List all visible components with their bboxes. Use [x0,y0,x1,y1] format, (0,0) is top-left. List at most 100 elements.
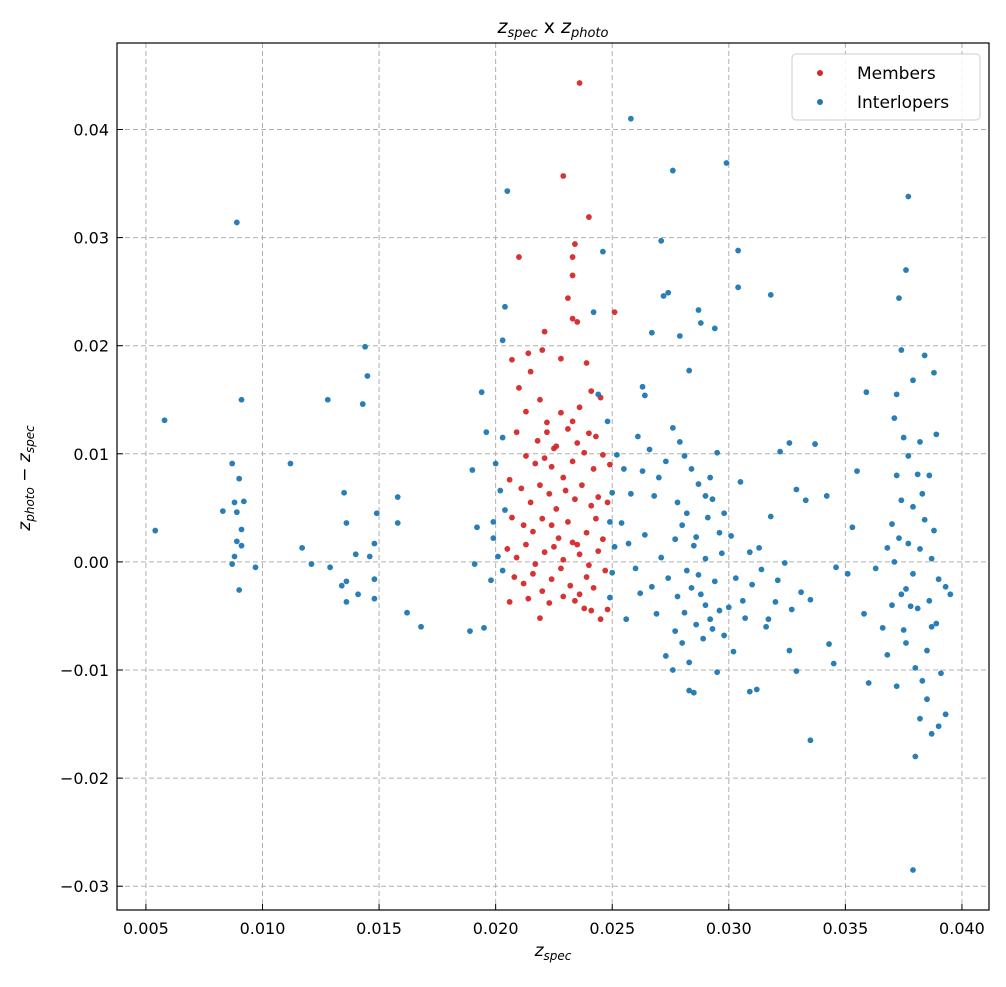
point-members [583,529,590,536]
point-interlopers [905,193,912,200]
point-interlopers [499,567,506,574]
point-interlopers [917,546,923,552]
point-interlopers [893,391,900,398]
point-members [511,574,518,580]
point-interlopers [599,248,606,255]
point-interlopers [418,623,424,630]
point-interlopers [746,549,753,556]
point-interlopers [772,599,779,605]
point-interlopers [718,550,725,557]
point-interlopers [634,433,641,440]
point-interlopers [362,343,368,350]
point-interlopers [823,493,830,499]
point-interlopers [238,526,245,533]
point-interlopers [711,578,718,585]
point-interlopers [756,544,763,551]
point-interlopers [893,472,900,479]
point-interlopers [240,498,247,505]
point-interlopers [648,329,655,336]
y-tick-label: 0.03 [73,229,109,248]
point-interlopers [938,670,944,677]
point-members [553,506,560,512]
point-interlopers [739,597,746,604]
point-interlopers [898,591,905,598]
point-interlopers [695,307,702,313]
point-interlopers [935,723,942,730]
point-interlopers [497,487,504,494]
point-members [565,426,571,432]
point-interlopers [926,472,933,479]
point-interlopers [499,337,506,344]
point-interlopers [611,543,618,550]
point-interlopers [371,576,378,583]
point-interlopers [359,401,366,407]
point-interlopers [665,289,672,296]
point-interlopers [924,647,930,654]
point-members [576,80,583,86]
point-interlopers [830,660,837,667]
point-interlopers [693,621,700,628]
point-interlopers [914,605,921,612]
point-interlopers [917,439,923,445]
point-members [544,419,550,426]
point-interlopers [707,474,714,481]
point-members [611,309,618,316]
point-members [567,582,574,589]
point-interlopers [623,616,630,623]
point-members [569,458,576,465]
point-interlopers [669,167,676,174]
point-members [525,595,532,602]
point-interlopers [812,441,818,447]
plot-frame [116,42,990,911]
legend: Members Interlopers [791,53,981,121]
point-interlopers [641,392,648,399]
point-interlopers [606,519,613,525]
point-interlopers [632,565,639,572]
point-interlopers [655,474,662,481]
point-interlopers [609,489,616,496]
point-members [565,519,571,525]
x-tick-label: 0.020 [473,919,519,938]
point-members [504,546,511,552]
point-interlopers [679,640,686,646]
point-members [576,404,583,411]
point-interlopers [917,715,923,722]
ticks: 0.005 0.010 0.015 0.020 0.025 0.030 0.035 0.040… [60,120,985,938]
point-members [604,606,611,613]
point-interlopers [914,471,921,478]
point-interlopers [910,867,916,873]
point-interlopers [394,520,401,526]
point-interlopers [236,475,243,482]
point-interlopers [774,577,781,584]
point-members [506,599,513,605]
point-interlopers [683,510,690,517]
point-interlopers [355,591,361,598]
point-members [558,565,564,572]
point-interlopers [849,524,856,531]
point-interlopers [807,737,814,744]
point-interlopers [625,540,632,547]
point-members [516,254,522,260]
point-interlopers [702,555,709,562]
point-interlopers [504,188,511,195]
point-interlopers [735,284,742,291]
point-interlopers [371,540,378,547]
point-members [569,254,576,260]
point-interlopers [646,446,653,453]
point-interlopers [366,553,373,560]
point-interlopers [935,576,942,583]
point-interlopers [753,686,760,693]
point-members [560,593,567,600]
y-tick-label: −0.01 [60,661,109,680]
point-interlopers [898,347,905,353]
point-interlopers [889,521,895,527]
point-interlopers [704,514,711,521]
x-tick-label: 0.010 [240,919,286,938]
point-members [520,522,527,529]
point-interlopers [758,566,765,573]
point-interlopers [229,460,236,467]
point-interlopers [903,640,909,646]
point-members [548,576,555,583]
point-interlopers [672,628,679,634]
point-interlopers [499,434,506,441]
